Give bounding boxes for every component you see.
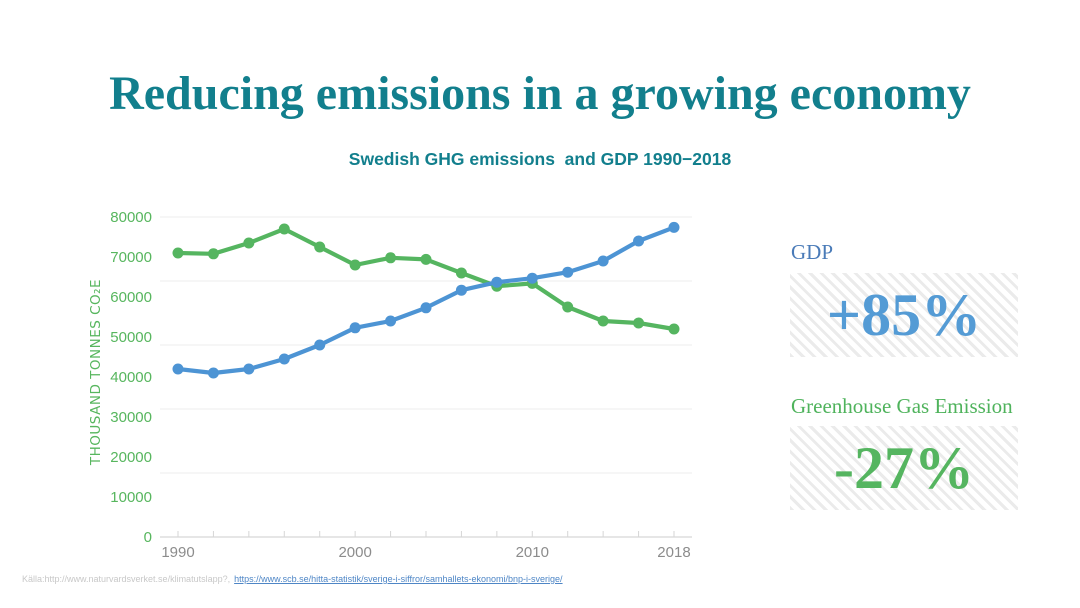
y-tick-label: 60000 [110, 289, 152, 306]
data-point [172, 247, 184, 259]
gdp-stat-box: +85% [790, 273, 1018, 357]
y-tick-label: 30000 [110, 409, 152, 426]
data-point [278, 353, 290, 365]
ghg-stat-box: -27% [790, 426, 1018, 510]
data-point [491, 276, 503, 288]
gdp-stat-value: +85% [826, 282, 982, 348]
data-point [349, 322, 361, 334]
data-point [455, 284, 467, 296]
y-tick-label: 20000 [110, 449, 152, 466]
data-point [633, 235, 645, 247]
data-point [455, 267, 467, 279]
y-tick-label: 70000 [110, 249, 152, 266]
chart-title: Swedish GHG emissions and GDP 1990−2018 [348, 149, 732, 169]
data-point [314, 339, 326, 351]
y-tick-label: 0 [144, 529, 152, 546]
gdp-stat-label: GDP [791, 240, 834, 264]
y-axis-title: THOUSAND TONNES CO₂E [88, 279, 104, 466]
ghg-stat-value: -27% [834, 435, 974, 501]
data-point [562, 266, 574, 278]
data-point [172, 363, 184, 375]
data-point [314, 241, 326, 253]
x-tick-label: 2000 [338, 544, 371, 561]
source-text: Källa:http://www.naturvardsverket.se/kli… [22, 574, 231, 584]
y-tick-label: 50000 [110, 329, 152, 346]
data-point [385, 315, 397, 327]
data-point [420, 253, 432, 265]
data-point [633, 317, 645, 329]
x-tick-label: 2010 [516, 544, 549, 561]
x-tick-label: 1990 [161, 544, 194, 561]
x-tick-label: 2018 [657, 544, 690, 561]
series-line-gdp [175, 225, 677, 376]
source-footer: Källa:http://www.naturvardsverket.se/kli… [22, 574, 563, 584]
data-point [668, 221, 680, 233]
slide-title: Reducing emissions in a growing economy [109, 67, 971, 120]
data-point [385, 252, 397, 264]
data-point [207, 367, 219, 379]
data-point [597, 315, 609, 327]
y-tick-label: 40000 [110, 369, 152, 386]
data-point [562, 301, 574, 313]
data-point [278, 223, 290, 235]
source-link[interactable]: https://www.scb.se/hitta-statistik/sveri… [234, 574, 563, 584]
y-tick-label: 10000 [110, 489, 152, 506]
y-tick-label: 80000 [110, 209, 152, 226]
data-point [597, 255, 609, 267]
data-point [420, 302, 432, 314]
data-point [526, 272, 538, 284]
data-point [668, 323, 680, 335]
data-point [243, 237, 255, 249]
data-point [349, 259, 361, 271]
data-point [207, 248, 219, 260]
data-point [243, 363, 255, 375]
ghg-stat-label: Greenhouse Gas Emission [791, 394, 1013, 418]
